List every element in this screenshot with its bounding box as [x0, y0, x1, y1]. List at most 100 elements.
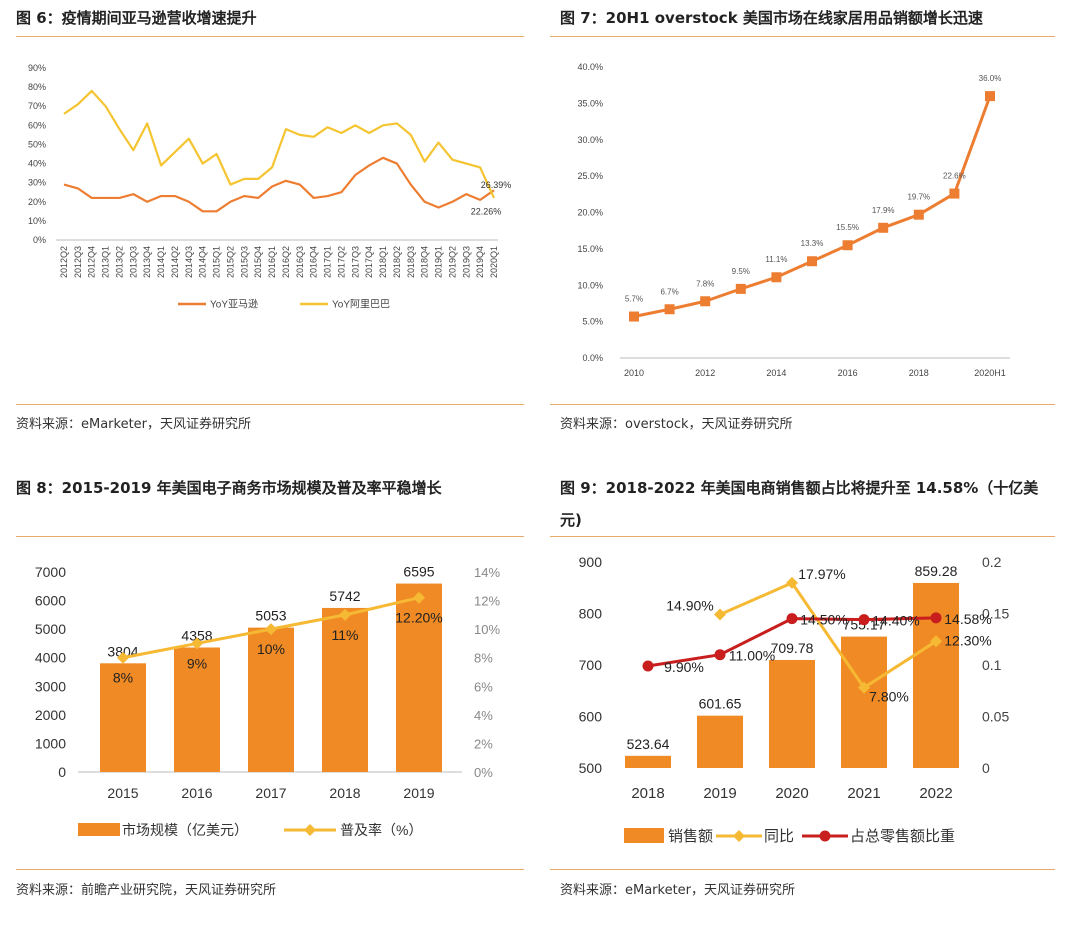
- fig6-x-tick-label: 2015Q4: [253, 246, 263, 278]
- fig6-x-tick-label: 2014Q3: [184, 246, 194, 278]
- fig9-yoy-label: 14.90%: [666, 598, 713, 614]
- fig6-y-tick-label: 20%: [28, 197, 46, 207]
- fig9-bar: [697, 715, 743, 768]
- fig6-x-tick-label: 2017Q3: [350, 246, 360, 278]
- fig8-rate-point: [191, 637, 203, 650]
- fig7-data-point: [913, 209, 924, 220]
- fig8-rate-label: 11%: [332, 627, 359, 643]
- fig6-x-tick-label: 2017Q2: [336, 246, 346, 278]
- fig9-source: 资料来源：eMarketer，天风证券研究所: [560, 883, 796, 898]
- fig8-right-tick-label: 10%: [474, 622, 500, 637]
- fig9-legend-label: 同比: [764, 828, 794, 845]
- fig9-right-tick-label: 0.2: [982, 554, 1002, 570]
- fig7-y-tick-label: 20.0%: [577, 208, 603, 218]
- fig6-chart: 0% 10% 20% 30% 40% 50% 60% 70% 80% 90% 2012Q2 2012Q…: [28, 63, 512, 311]
- fig6-annotation-label: 22.26%: [471, 206, 502, 216]
- fig8-rate-label: 8%: [113, 670, 133, 686]
- fig7-bottom-rule: [550, 404, 1055, 405]
- fig6-x-tick-label: 2013Q3: [128, 246, 138, 278]
- fig8-x-tick-label: 2018: [329, 785, 360, 801]
- fig9-share-point: [930, 612, 942, 624]
- fig8-right-tick-label: 8%: [474, 651, 493, 666]
- fig9-left-tick-label: 700: [579, 657, 603, 673]
- fig6-x-tick-label: 2016Q1: [267, 246, 277, 278]
- fig6-y-tick-label: 10%: [28, 216, 46, 226]
- fig7-y-tick-label: 10.0%: [577, 280, 603, 290]
- fig7-data-point: [771, 272, 782, 283]
- fig8-right-tick-label: 2%: [474, 736, 493, 751]
- fig7-data-label: 11.1%: [765, 255, 787, 264]
- fig6-x-tick-label: 2012Q4: [87, 246, 97, 278]
- fig8-left-tick-label: 0: [58, 764, 66, 780]
- fig9-left-tick-label: 500: [579, 760, 603, 776]
- fig7-data-label: 7.8%: [696, 279, 714, 288]
- fig9-title-rule: [550, 536, 1055, 537]
- fig6-x-tick-label: 2018Q4: [420, 246, 430, 278]
- fig6-title-rule: [16, 36, 524, 37]
- fig7-x-tick-label: 2014: [766, 368, 786, 378]
- fig6-x-tick-label: 2017Q4: [364, 246, 374, 278]
- fig9-yoy-label: 17.97%: [798, 566, 845, 582]
- fig6-x-tick-label: 2016Q3: [295, 246, 305, 278]
- fig9-share-label: 14.58%: [944, 611, 991, 627]
- fig8-bar: [396, 583, 442, 772]
- fig8-bar: [322, 607, 368, 772]
- fig7-data-label: 13.3%: [801, 239, 824, 248]
- fig6-x-tick-label: 2018Q1: [378, 246, 388, 278]
- fig8-rate-point: [265, 623, 277, 636]
- fig8-legend-label: 市场规模（亿美元）: [122, 822, 248, 838]
- fig9-legend-swatch-share-marker: [819, 830, 831, 842]
- fig6-annotation-label: 26.39%: [481, 180, 512, 190]
- fig9-x-tick-label: 2018: [631, 785, 664, 802]
- fig7-data-label: 36.0%: [979, 74, 1002, 83]
- fig8-right-tick-label: 12%: [474, 594, 500, 609]
- fig8-x-tick-label: 2019: [403, 785, 434, 801]
- fig8-bar-label: 4358: [181, 627, 212, 643]
- fig7-data-point: [842, 240, 853, 251]
- fig9-title-line2: 元): [560, 511, 582, 529]
- fig7-data-label: 15.5%: [836, 223, 859, 232]
- fig7-y-tick-label: 40.0%: [577, 62, 603, 72]
- fig9-title-line1: 图 9：2018-2022 年美国电商销售额占比将提升至 14.58%（十亿美: [560, 479, 1039, 497]
- fig7-chart: 0.0% 5.0% 10.0% 15.0% 20.0% 25.0% 30.0% 35.0% 40…: [577, 62, 1010, 378]
- fig6-y-tick-label: 60%: [28, 120, 46, 130]
- fig7-data-point: [807, 256, 817, 267]
- fig6-series-alibaba-line: [63, 89, 496, 199]
- fig7-title: 图 7：20H1 overstock 美国市场在线家居用品销额增长迅速: [560, 9, 983, 27]
- fig9-share-point: [642, 660, 654, 672]
- fig8-rate-label: 12.20%: [395, 610, 442, 626]
- fig9-legend-swatch-bar: [624, 828, 664, 843]
- fig9-share-label: 14.40%: [872, 613, 919, 629]
- fig8-legend-swatch-bar: [78, 823, 120, 836]
- fig6-y-tick-label: 40%: [28, 159, 46, 169]
- fig8-bar-label: 6595: [403, 564, 434, 580]
- fig9-bar: [769, 659, 815, 768]
- fig9-x-tick-label: 2022: [919, 785, 952, 802]
- fig9-share-label: 11.00%: [729, 648, 775, 664]
- fig9-share-point: [858, 614, 870, 626]
- fig6-series-amazon-line: [63, 156, 495, 213]
- fig8-right-tick-label: 14%: [474, 565, 500, 580]
- fig9-yoy-line: [719, 581, 937, 690]
- fig6-x-tick-label: 2012Q2: [59, 246, 69, 278]
- fig8-left-tick-label: 5000: [35, 621, 66, 637]
- fig7-y-tick-label: 35.0%: [577, 98, 603, 108]
- fig6-x-tick-label: 2019Q4: [475, 246, 485, 278]
- fig6-x-tick-label: 2014Q2: [170, 246, 180, 278]
- fig6-x-tick-label: 2019Q3: [461, 246, 471, 278]
- fig8-left-tick-label: 3000: [35, 678, 66, 694]
- fig7-data-label: 6.7%: [660, 287, 678, 296]
- fig9-bar: [841, 636, 887, 768]
- fig8-x-tick-label: 2015: [107, 785, 138, 801]
- fig7-x-tick-label: 2016: [838, 368, 858, 378]
- fig8-source: 资料来源：前瞻产业研究院，天风证券研究所: [16, 883, 277, 898]
- fig9-yoy-label: 12.30%: [944, 632, 991, 648]
- fig8-rate-point: [339, 608, 351, 621]
- fig9-yoy-point: [858, 681, 870, 694]
- fig7-data-label: 19.7%: [907, 193, 930, 202]
- fig9-share-point: [786, 613, 798, 625]
- fig8-bar: [100, 663, 146, 772]
- fig9-share-point: [714, 649, 726, 661]
- fig8-rate-label: 9%: [187, 655, 207, 671]
- fig9-legend-label: 销售额: [668, 828, 713, 845]
